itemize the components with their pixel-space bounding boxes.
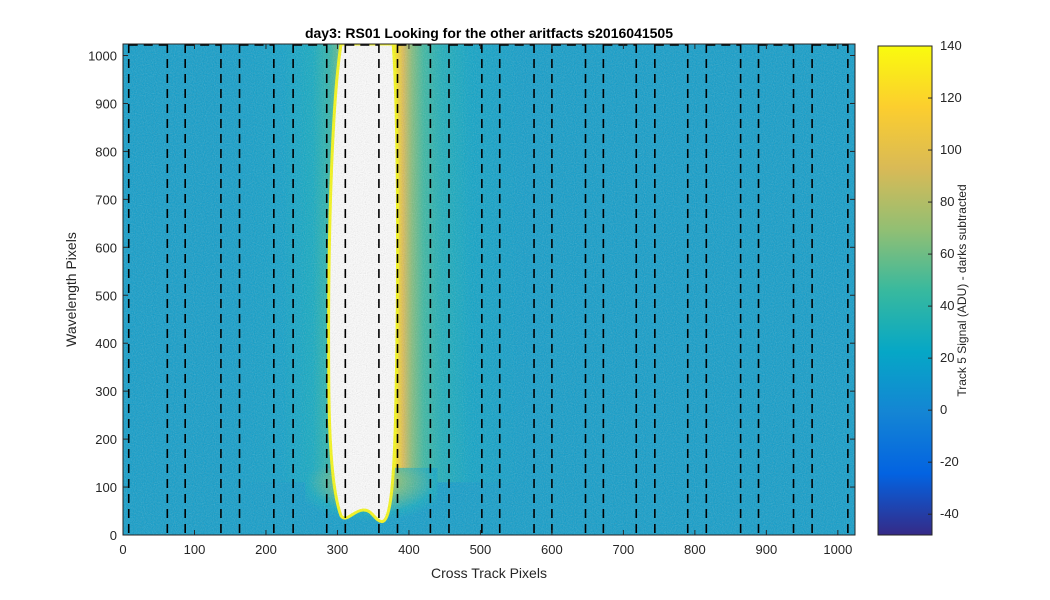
- x-tick-label: 400: [398, 542, 420, 557]
- colorbar-tick-label: 80: [940, 194, 954, 209]
- colorbar-tick-label: -40: [940, 506, 959, 521]
- x-tick-label: 600: [541, 542, 563, 557]
- colorbar-tick-label: -20: [940, 454, 959, 469]
- colorbar-label: Track 5 Signal (ADU) - darks subtracted: [955, 184, 969, 396]
- plot-frame: [122, 43, 856, 536]
- x-tick-label: 500: [470, 542, 492, 557]
- y-tick-label: 1000: [88, 49, 117, 64]
- y-tick-label: 0: [110, 528, 117, 543]
- y-tick-label: 800: [95, 144, 117, 159]
- x-tick-label: 1000: [823, 542, 852, 557]
- colorbar-tick-label: 120: [940, 90, 962, 105]
- colorbar-tick-label: 40: [940, 298, 954, 313]
- y-axis: 0 100 200 300 400 500 600 700 800 900 1000: [88, 49, 855, 543]
- colorbar-tick-label: 20: [940, 350, 954, 365]
- colorbar-tick-label: 100: [940, 142, 962, 157]
- x-tick-label: 200: [255, 542, 277, 557]
- y-tick-label: 400: [95, 336, 117, 351]
- y-tick-label: 900: [95, 96, 117, 111]
- chart-title: day3: RS01 Looking for the other aritfac…: [305, 25, 673, 41]
- y-tick-label: 300: [95, 384, 117, 399]
- x-tick-label: 100: [184, 542, 206, 557]
- y-tick-label: 600: [95, 240, 117, 255]
- colorbar-tick-label: 60: [940, 246, 954, 261]
- x-axis-label: Cross Track Pixels: [431, 565, 547, 581]
- x-tick-label: 900: [756, 542, 778, 557]
- colorbar-gradient: [877, 45, 933, 536]
- plot-area: [123, 44, 855, 535]
- y-axis-label: Wavelength Pixels: [63, 232, 79, 347]
- x-tick-label: 700: [613, 542, 635, 557]
- y-tick-label: 700: [95, 192, 117, 207]
- x-tick-label: 0: [119, 542, 126, 557]
- x-tick-label: 800: [684, 542, 706, 557]
- colorbar-ticks: 140 120 100 80 60 40 20 0 -20 -40: [928, 38, 962, 521]
- y-tick-label: 100: [95, 480, 117, 495]
- colorbar: 140 120 100 80 60 40 20 0 -20 -40 Track 5 Signal …: [877, 38, 969, 536]
- y-tick-label: 500: [95, 288, 117, 303]
- dashed-boundary-lines: [127, 44, 849, 535]
- y-tick-label: 200: [95, 432, 117, 447]
- x-axis: 0 100 200 300 400 500 600 700 800 900 1000: [119, 44, 852, 557]
- noise-texture: [123, 44, 855, 535]
- x-tick-label: 300: [327, 542, 349, 557]
- colorbar-tick-label: 0: [940, 402, 947, 417]
- colorbar-tick-label: 140: [940, 38, 962, 53]
